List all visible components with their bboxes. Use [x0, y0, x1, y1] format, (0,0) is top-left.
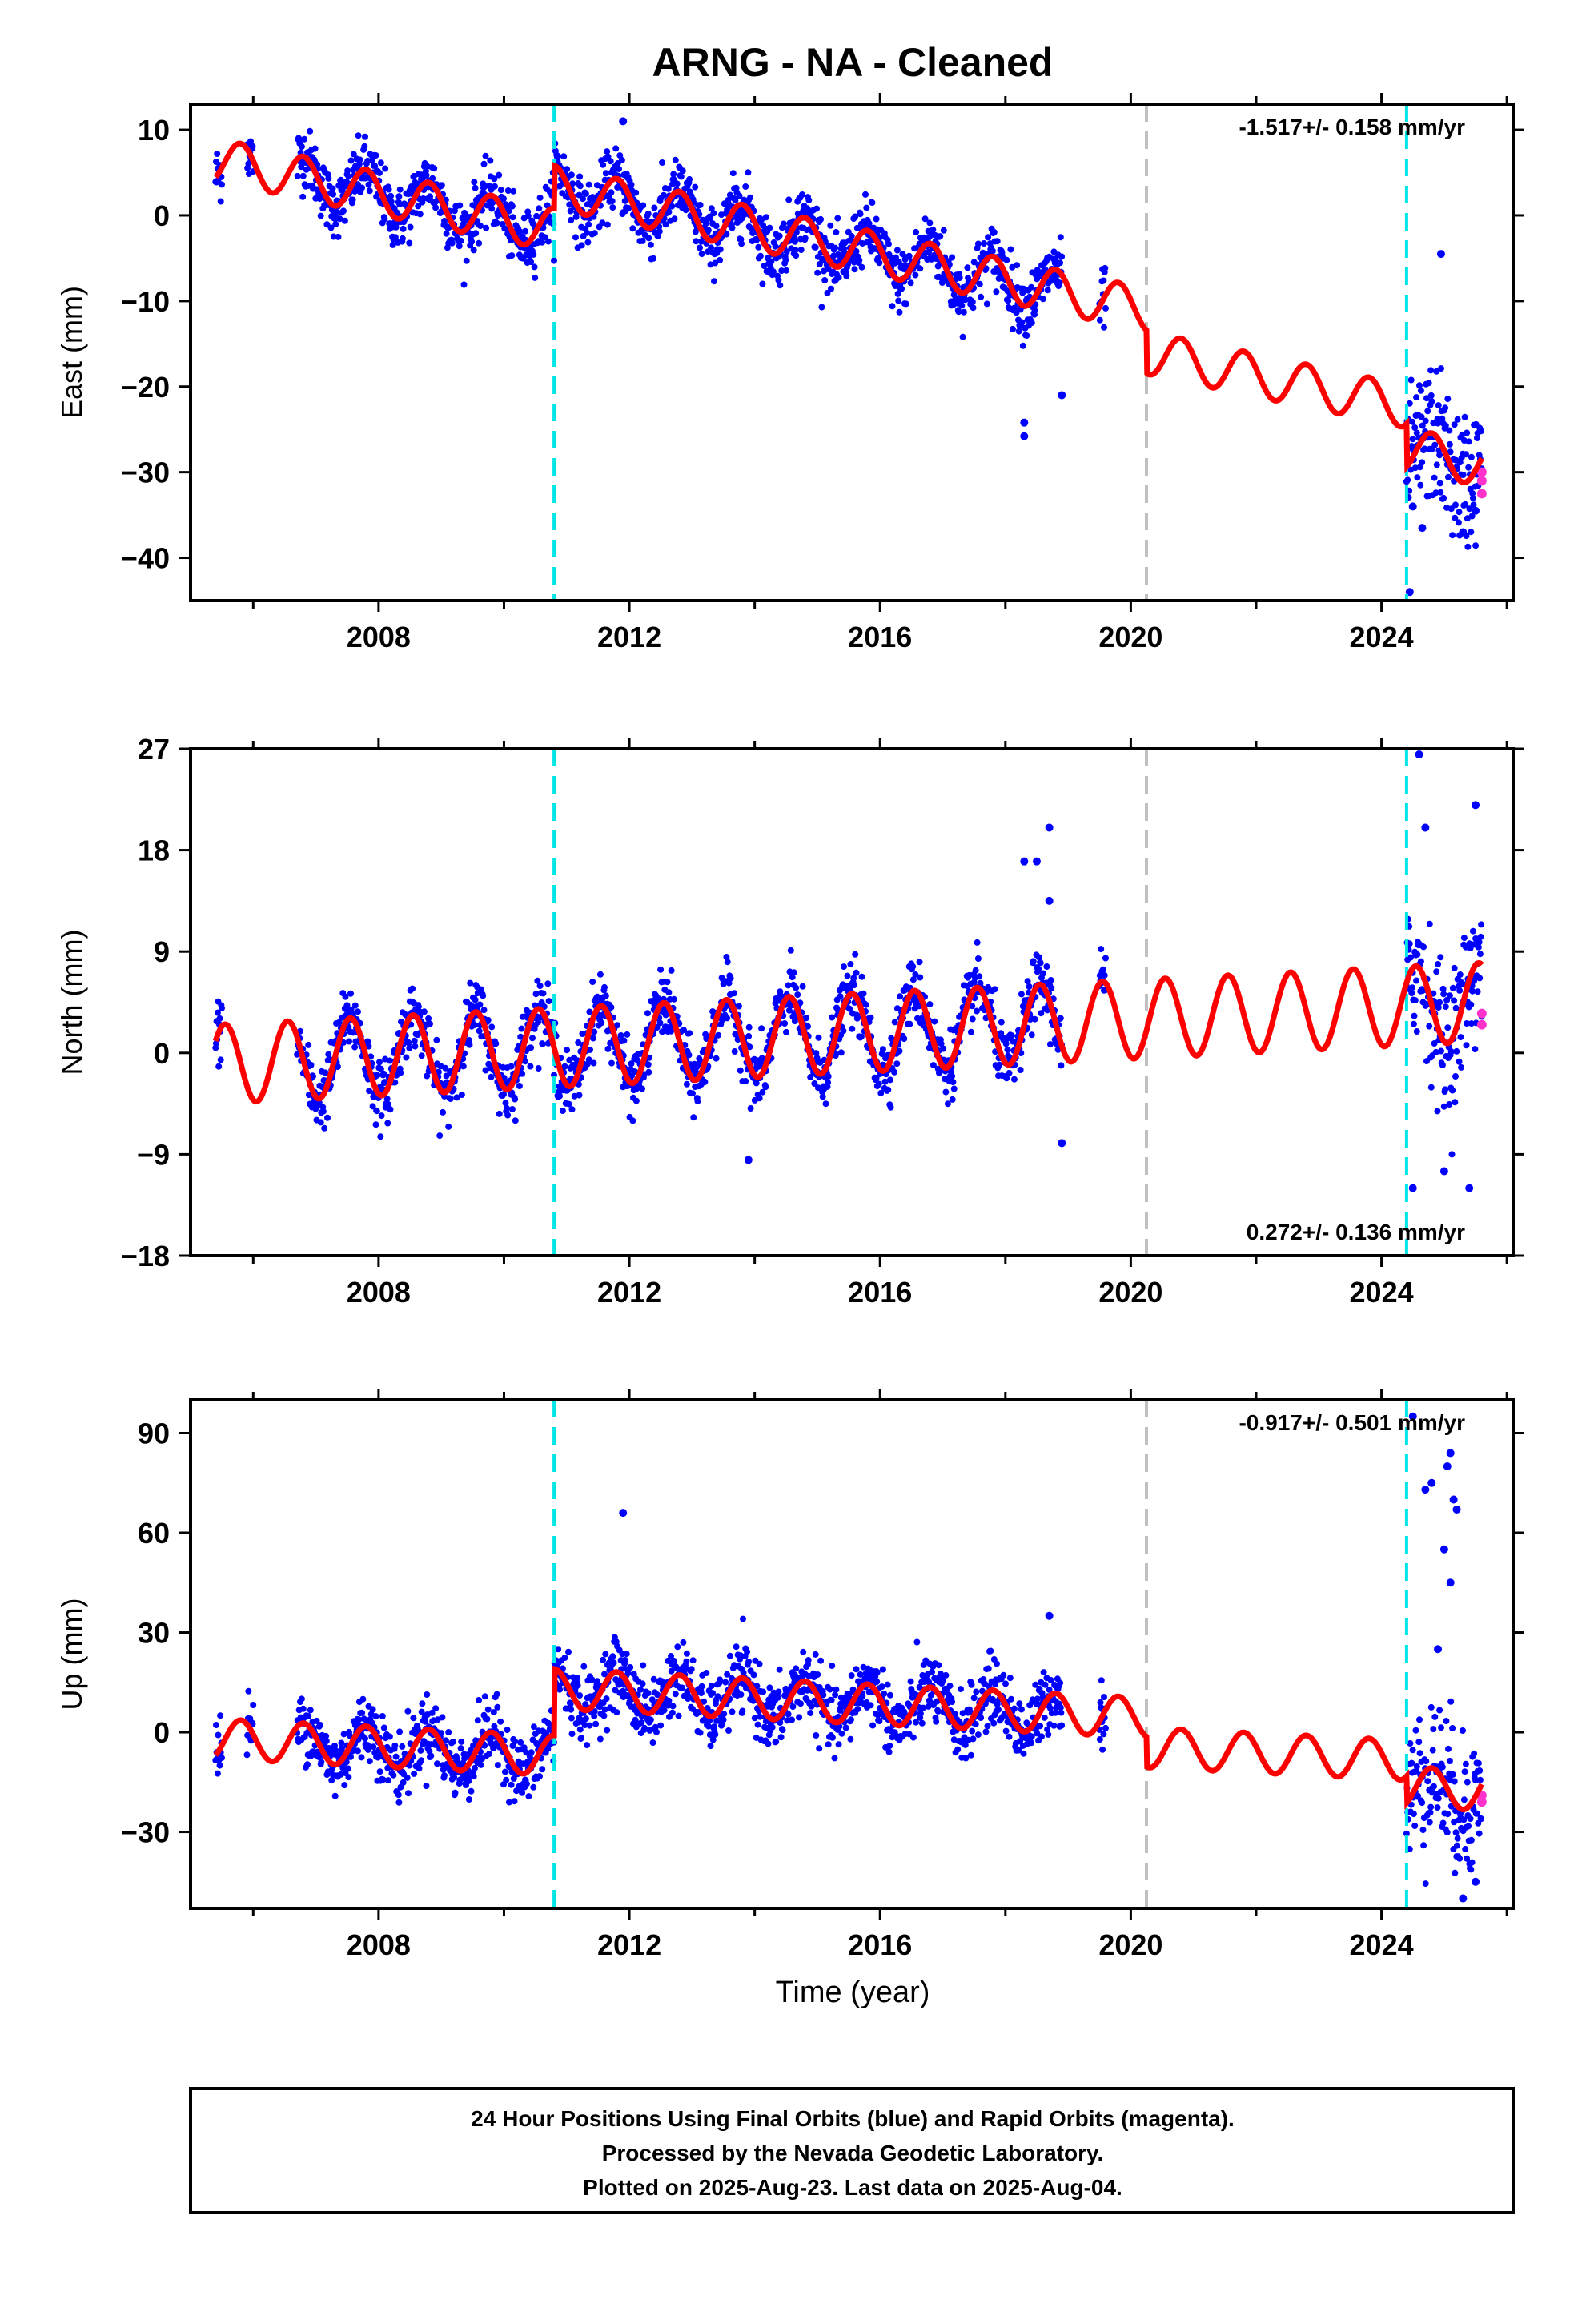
east-outlier-point-2 — [1020, 418, 1029, 427]
up-x-tick-label-2020: 2020 — [1098, 1928, 1162, 1961]
up-y-tick-label-1: 60 — [138, 1517, 170, 1550]
up-outlier-point-4 — [1427, 1478, 1436, 1487]
up-y-tick-label-2: 30 — [138, 1617, 170, 1650]
north-model-curve — [212, 959, 1484, 1105]
east-y-tick-label-2: −10 — [121, 285, 170, 318]
north-y-tick-label-0: 27 — [138, 733, 170, 766]
north-panel: 2008 2012 2016 2020 2024 27 18 9 0 −9 −18 North (mm… — [55, 733, 1524, 1309]
north-x-tick-label-2024: 2024 — [1350, 1276, 1414, 1309]
north-y-tick-label-3: 0 — [154, 1037, 170, 1070]
up-outlier-point-8 — [1452, 1505, 1461, 1514]
up-frame — [189, 1398, 1515, 1910]
up-panel: 2008 2012 2016 2020 2024 90 60 30 0 −30 Up (mm) -0.… — [55, 1389, 1524, 1961]
east-y-tick-label-5: −40 — [121, 542, 170, 575]
up-y-tick-label-3: 0 — [154, 1716, 170, 1749]
east-rapid-orbit-point-1 — [1476, 476, 1487, 486]
footer-line-1: 24 Hour Positions Using Final Orbits (bl… — [471, 2106, 1235, 2131]
x-axis-label: Time (year) — [776, 1976, 930, 2009]
north-rapid-orbit-point-1 — [1476, 1008, 1487, 1019]
up-outlier-point-13 — [1472, 1877, 1480, 1886]
footer-box: 24 Hour Positions Using Final Orbits (bl… — [189, 2087, 1515, 2214]
north-outlier-point-0 — [1020, 857, 1029, 866]
east-y-tick-label-0: 10 — [138, 114, 170, 147]
east-x-tick-label-2016: 2016 — [848, 621, 912, 653]
north-x-tick-label-2016: 2016 — [848, 1276, 912, 1309]
east-outlier-point-0 — [619, 117, 628, 126]
up-x-tick-label-2016: 2016 — [848, 1928, 912, 1961]
up-final-orbit-points — [212, 1412, 1487, 1903]
up-rate-label: -0.917+/- 0.501 mm/yr — [1239, 1410, 1465, 1435]
east-outlier-point-3 — [1058, 391, 1066, 400]
east-outlier-point-7 — [1459, 528, 1468, 537]
east-final-orbit-points — [212, 117, 1487, 597]
east-rate-label: -1.517+/- 0.158 mm/yr — [1239, 115, 1465, 139]
north-y-tick-label-2: 9 — [154, 935, 170, 968]
east-outlier-point-5 — [1418, 524, 1427, 533]
up-outlier-point-7 — [1449, 1495, 1458, 1504]
north-outlier-point-6 — [1439, 1167, 1448, 1176]
north-y-tick-label-4: −9 — [137, 1138, 170, 1171]
up-outlier-point-2 — [1408, 1412, 1417, 1421]
north-outlier-point-8 — [1472, 801, 1480, 810]
north-x-tick-label-2008: 2008 — [347, 1276, 411, 1309]
east-outlier-point-6 — [1436, 250, 1445, 259]
east-rapid-orbit-point-2 — [1476, 489, 1487, 499]
north-outlier-point-10 — [744, 1156, 753, 1164]
north-outlier-point-4 — [1415, 750, 1423, 759]
east-y-axis-label: East (mm) — [55, 286, 88, 419]
up-y-tick-label-0: 90 — [138, 1417, 170, 1450]
north-rate-label: 0.272+/- 0.136 mm/yr — [1247, 1220, 1465, 1244]
east-outlier-point-9 — [1408, 502, 1417, 511]
east-rapid-orbit-point-0 — [1476, 467, 1487, 477]
north-outlier-point-11 — [1058, 1139, 1066, 1148]
north-y-tick-label-5: −18 — [121, 1240, 170, 1273]
up-y-tick-label-4: −30 — [121, 1816, 170, 1849]
up-model-curve — [213, 1666, 1484, 1812]
up-y-axis-label: Up (mm) — [55, 1598, 88, 1711]
up-outlier-point-12 — [1459, 1894, 1468, 1903]
up-outlier-point-1 — [1045, 1611, 1054, 1620]
east-outlier-point-1 — [1020, 432, 1029, 440]
north-outlier-point-9 — [1408, 1184, 1417, 1192]
north-rapid-orbit-point-0 — [1476, 1019, 1487, 1030]
up-rapid-orbit-point-1 — [1476, 1797, 1487, 1807]
up-outlier-point-6 — [1446, 1449, 1455, 1458]
east-x-tick-label-2008: 2008 — [347, 621, 411, 653]
up-outlier-point-11 — [1434, 1645, 1443, 1654]
up-x-tick-label-2008: 2008 — [347, 1928, 411, 1961]
north-outlier-point-2 — [1045, 823, 1054, 832]
north-outlier-point-1 — [1032, 857, 1041, 866]
footer-line-3: Plotted on 2025-Aug-23. Last data on 202… — [583, 2175, 1122, 2200]
north-x-tick-label-2012: 2012 — [597, 1276, 661, 1309]
chart-title: ARNG - NA - Cleaned — [652, 40, 1054, 85]
north-outlier-point-5 — [1421, 823, 1430, 832]
east-x-tick-label-2020: 2020 — [1098, 621, 1162, 653]
footer-line-2: Processed by the Nevada Geodetic Laborat… — [602, 2141, 1104, 2165]
up-x-tick-label-2012: 2012 — [597, 1928, 661, 1961]
east-outlier-point-8 — [1472, 506, 1480, 515]
up-outlier-point-0 — [619, 1509, 628, 1518]
north-outlier-point-3 — [1045, 896, 1054, 905]
up-outlier-point-5 — [1443, 1462, 1452, 1471]
north-y-tick-label-1: 18 — [138, 834, 170, 867]
east-y-tick-label-1: 0 — [154, 199, 170, 232]
up-outlier-point-3 — [1421, 1486, 1430, 1494]
up-outlier-point-9 — [1439, 1545, 1448, 1554]
east-y-tick-label-4: −30 — [121, 456, 170, 489]
east-panel: 2008 2012 2016 2020 2024 10 0 −10 −20 −30 −40 East … — [55, 93, 1524, 653]
east-model-curve — [213, 140, 1484, 485]
north-y-axis-label: North (mm) — [55, 930, 88, 1076]
east-x-tick-label-2024: 2024 — [1350, 621, 1414, 653]
north-frame — [189, 747, 1515, 1257]
east-x-tick-label-2012: 2012 — [597, 621, 661, 653]
north-outlier-point-7 — [1465, 1184, 1474, 1192]
up-x-tick-label-2024: 2024 — [1350, 1928, 1414, 1961]
east-frame — [189, 103, 1515, 602]
east-outlier-point-4 — [1405, 588, 1414, 597]
north-x-tick-label-2020: 2020 — [1098, 1276, 1162, 1309]
footer-frame — [189, 2087, 1515, 2214]
up-outlier-point-10 — [1446, 1578, 1455, 1587]
east-y-tick-label-3: −20 — [121, 371, 170, 404]
